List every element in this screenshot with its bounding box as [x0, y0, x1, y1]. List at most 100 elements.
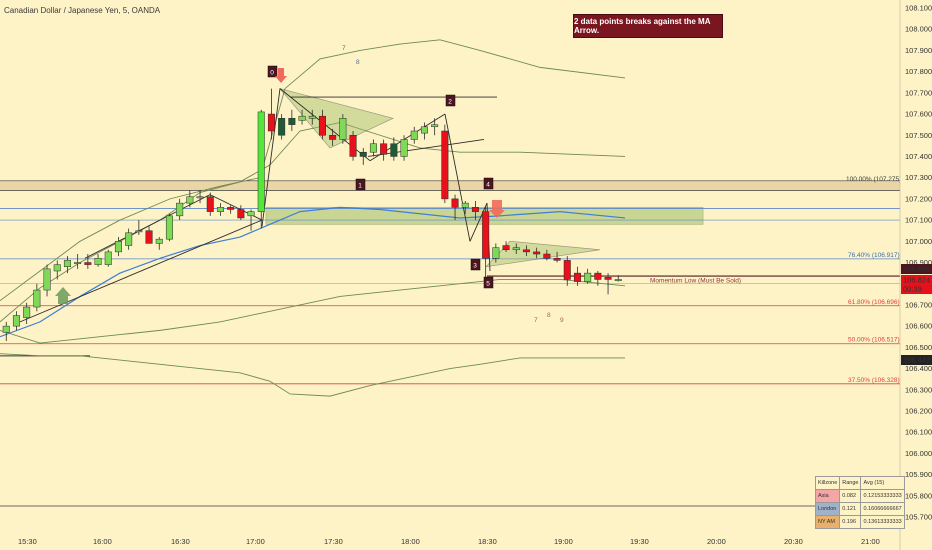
candle-body[interactable]	[44, 269, 51, 290]
candle-body[interactable]	[533, 252, 540, 254]
y-tick-label: 106.000	[905, 449, 932, 458]
count-label: 9	[560, 317, 564, 324]
moving-average-line	[0, 207, 625, 336]
candle-body[interactable]	[166, 216, 173, 239]
y-tick-label: 107.900	[905, 46, 932, 55]
candle-body[interactable]	[411, 131, 418, 139]
candle-body[interactable]	[513, 248, 520, 250]
candle-body[interactable]	[615, 279, 622, 280]
killzone-row: London 0.121 0.16066666667	[816, 503, 905, 516]
killzone-name: NY AM	[816, 516, 840, 529]
y-tick-label: 107.100	[905, 216, 932, 225]
x-tick-label: 16:00	[93, 537, 112, 546]
candle-body[interactable]	[350, 135, 357, 156]
y-tick-label: 107.500	[905, 131, 932, 140]
candle-body[interactable]	[523, 250, 530, 252]
candle-body[interactable]	[482, 212, 489, 259]
x-tick-label: 18:30	[478, 537, 497, 546]
candle-body[interactable]	[289, 118, 296, 124]
killzone-row: NY AM 0.196 0.13613333333	[816, 516, 905, 529]
candle-body[interactable]	[472, 207, 479, 211]
candle-body[interactable]	[360, 152, 367, 156]
candle-body[interactable]	[452, 199, 459, 207]
candle-body[interactable]	[125, 233, 131, 246]
y-tick-label: 108.100	[905, 4, 932, 13]
candle-body[interactable]	[197, 197, 204, 198]
price-tag-label: 106.824	[903, 276, 930, 285]
killzone-header: Killzone	[816, 477, 840, 490]
candle-body[interactable]	[421, 127, 428, 133]
y-tick-label: 106.300	[905, 385, 932, 394]
candle-body[interactable]	[278, 118, 285, 135]
candle-body[interactable]	[115, 241, 122, 252]
candle-body[interactable]	[431, 125, 438, 127]
candle-body[interactable]	[340, 118, 347, 139]
count-label: 7	[342, 45, 346, 52]
fib-label: 37.50% (106.328)	[848, 377, 900, 384]
candle-body[interactable]	[217, 207, 224, 211]
killzone-range: 0.196	[840, 516, 861, 529]
candle-body[interactable]	[176, 203, 183, 216]
candle-body[interactable]	[258, 112, 265, 212]
wave-label: 1	[358, 183, 362, 190]
candle-body[interactable]	[268, 114, 275, 131]
x-tick-label: 17:00	[246, 537, 265, 546]
candle-body[interactable]	[238, 209, 245, 217]
candle-body[interactable]	[64, 260, 71, 266]
candle-body[interactable]	[503, 246, 510, 250]
candle-body[interactable]	[329, 135, 336, 139]
candle-body[interactable]	[248, 212, 255, 216]
candle-body[interactable]	[227, 207, 234, 209]
price-tag-label: 106.442	[903, 356, 930, 365]
y-tick-label: 107.700	[905, 88, 932, 97]
upper-band-outer	[0, 40, 625, 301]
candle-body[interactable]	[442, 131, 449, 199]
candle-body[interactable]	[74, 263, 81, 264]
y-tick-label: 107.200	[905, 194, 932, 203]
candle-body[interactable]	[380, 144, 387, 155]
y-tick-label: 106.400	[905, 364, 932, 373]
candle-body[interactable]	[85, 263, 92, 265]
candle-body[interactable]	[207, 197, 214, 212]
y-tick-label: 108.000	[905, 25, 932, 34]
candle-body[interactable]	[544, 254, 551, 258]
candle-body[interactable]	[493, 248, 500, 259]
candle-body[interactable]	[564, 260, 571, 279]
candle-body[interactable]	[462, 203, 469, 207]
wave-label: 5	[486, 281, 490, 288]
candle-body[interactable]	[401, 139, 408, 156]
candle-body[interactable]	[54, 265, 61, 271]
killzone-range: 0.121	[840, 503, 861, 516]
candle-body[interactable]	[370, 144, 377, 152]
x-tick-label: 18:00	[401, 537, 420, 546]
candle-body[interactable]	[3, 326, 10, 332]
candle-body[interactable]	[13, 316, 20, 327]
killzone-avg: 0.16066666667	[861, 503, 904, 516]
candle-body[interactable]	[319, 116, 326, 135]
candle-body[interactable]	[595, 273, 602, 279]
candle-body[interactable]	[605, 277, 612, 279]
x-tick-label: 17:30	[324, 537, 343, 546]
chart-title: Canadian Dollar / Japanese Yen, 5, OANDA	[4, 6, 161, 15]
candle-body[interactable]	[584, 273, 591, 281]
candle-body[interactable]	[105, 252, 112, 265]
candle-body[interactable]	[554, 258, 561, 260]
candle-body[interactable]	[146, 231, 153, 244]
candle-body[interactable]	[187, 197, 194, 203]
candle-body[interactable]	[156, 239, 163, 243]
y-tick-label: 106.700	[905, 300, 932, 309]
candle-body[interactable]	[23, 307, 30, 318]
candle-body[interactable]	[299, 116, 306, 120]
fib-label: 100.00% (107.275)	[846, 176, 901, 183]
y-tick-label: 105.800	[905, 491, 932, 500]
candle-body[interactable]	[95, 258, 102, 264]
candle-body[interactable]	[34, 290, 41, 307]
candle-body[interactable]	[574, 273, 581, 281]
candle-body[interactable]	[391, 144, 398, 157]
wave-label: 4	[486, 182, 490, 189]
y-tick-label: 106.100	[905, 428, 932, 437]
candle-body[interactable]	[136, 231, 143, 232]
candle-body[interactable]	[309, 116, 316, 118]
